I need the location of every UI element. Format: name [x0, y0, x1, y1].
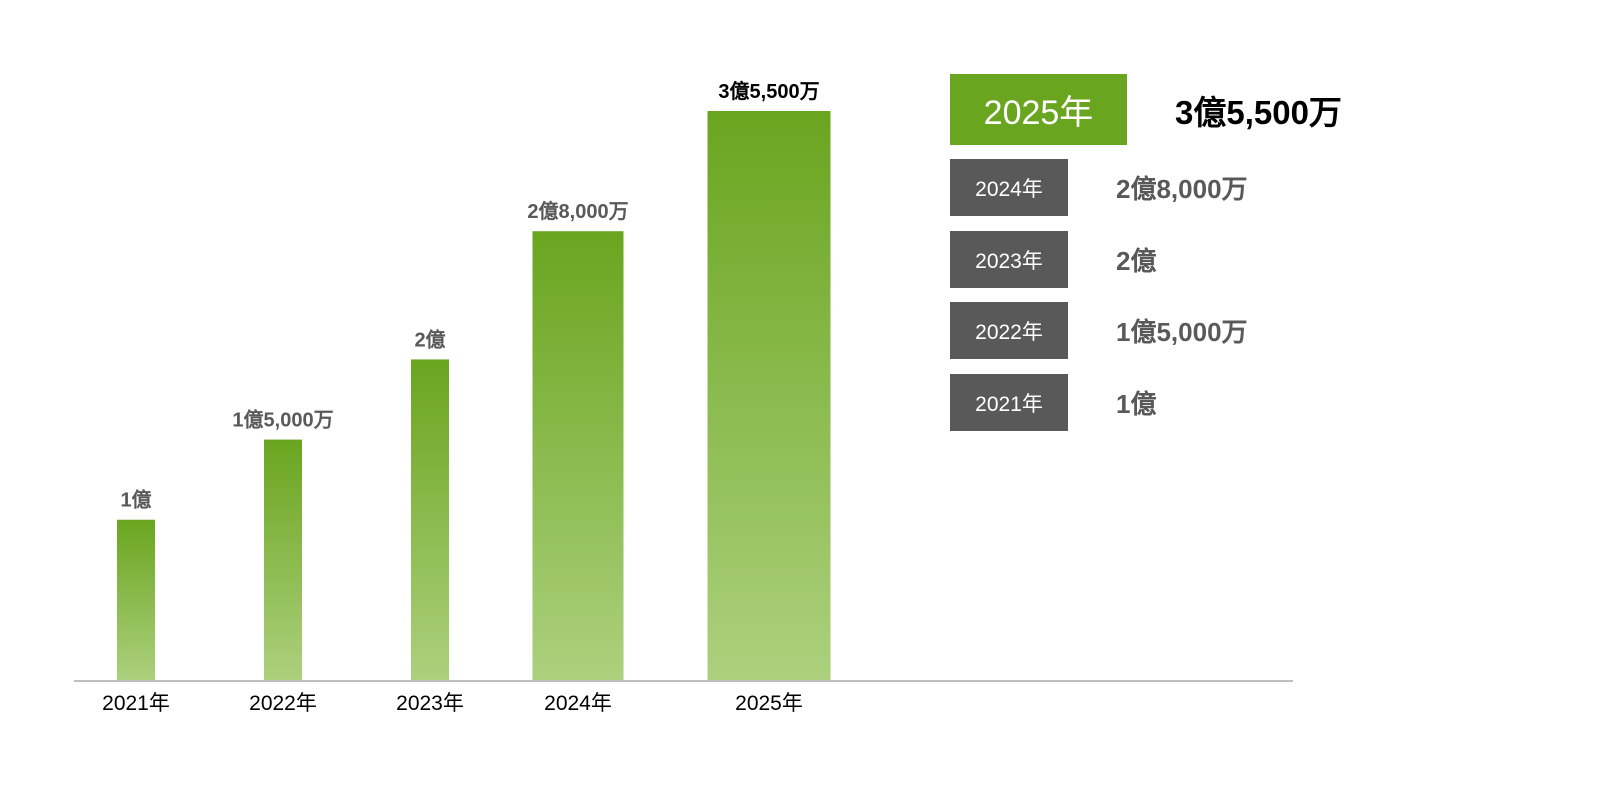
x-tick-label: 2021年: [102, 692, 170, 715]
legend-year-box: 2021年: [950, 374, 1068, 431]
bar-2024: [532, 231, 624, 680]
legend-row-2022: 2022年 1億5,000万: [950, 302, 1248, 359]
bar-value-label: 3億5,500万: [718, 79, 819, 103]
legend-row-2021: 2021年 1億: [950, 374, 1156, 431]
legend-year-box: 2025年: [950, 74, 1127, 145]
bar-value-label: 1億5,000万: [232, 408, 333, 432]
bar-2023: [411, 359, 449, 680]
legend-row-2025: 2025年 3億5,500万: [950, 74, 1342, 145]
bar-2022: [264, 439, 302, 680]
bar-value-label: 2億8,000万: [527, 199, 628, 223]
x-tick-label: 2024年: [544, 692, 612, 715]
x-tick-label: 2023年: [396, 692, 464, 715]
bar-value-label: 1億: [120, 488, 151, 512]
bar-2021: [117, 519, 155, 680]
bar-2025: [707, 111, 831, 680]
x-tick-label: 2022年: [249, 692, 317, 715]
legend-year-box: 2024年: [950, 159, 1068, 216]
legend-value-text: 2億8,000万: [1116, 174, 1248, 204]
legend-row-2024: 2024年 2億8,000万: [950, 159, 1248, 216]
legend-year-box: 2022年: [950, 302, 1068, 359]
bar-value-label: 2億: [414, 327, 445, 351]
legend-year-box: 2023年: [950, 231, 1068, 288]
legend-value-text: 1億5,000万: [1116, 317, 1248, 347]
legend-value-text: 1億: [1116, 389, 1157, 419]
legend-value-text: 2億: [1116, 246, 1157, 276]
x-tick-label: 2025年: [735, 692, 803, 715]
legend-value-text: 3億5,500万: [1175, 93, 1342, 131]
legend-row-2023: 2023年 2億: [950, 231, 1156, 288]
